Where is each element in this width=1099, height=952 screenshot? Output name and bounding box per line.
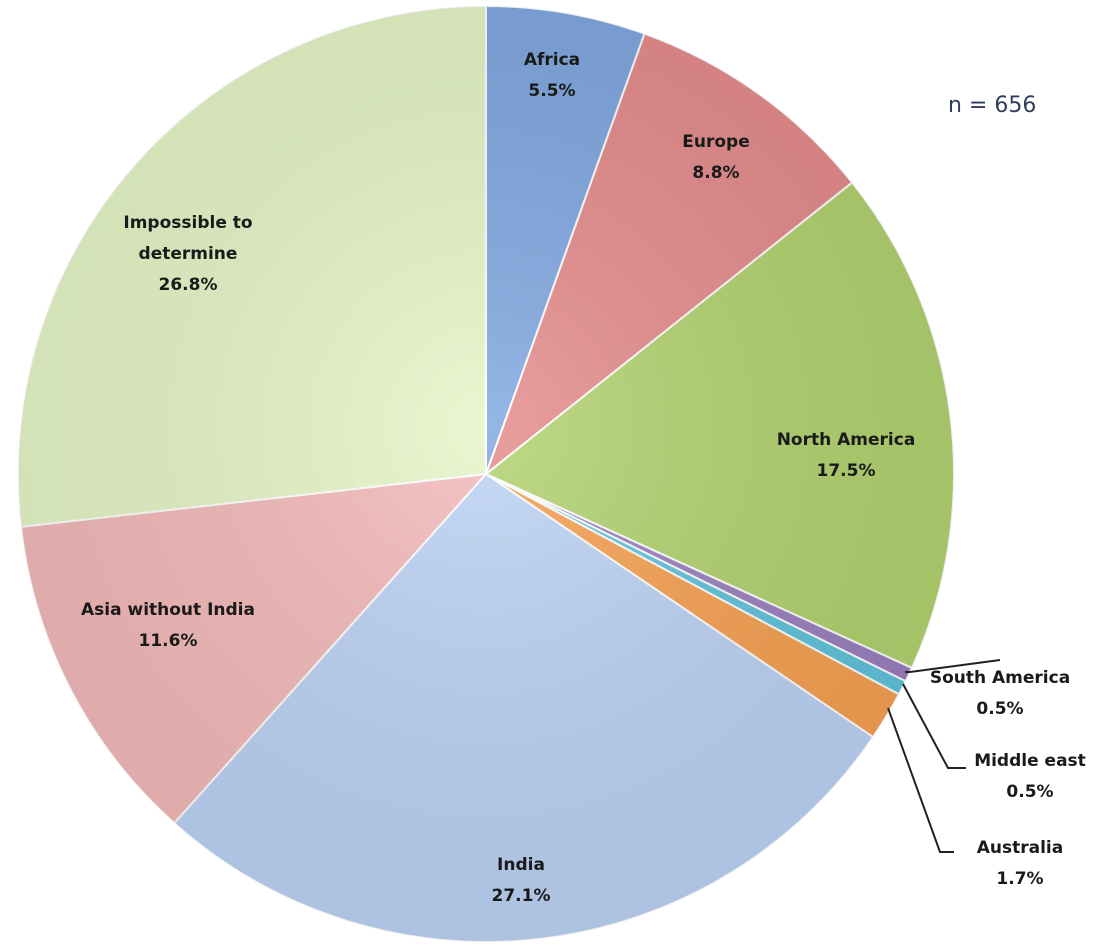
leader-lines xyxy=(887,659,1001,853)
pie-slice-impossible-to-determine xyxy=(17,4,487,528)
slice-label-impossible-to-determine: Impossible to determine 26.8% xyxy=(123,213,252,295)
slice-label-africa: Africa 5.5% xyxy=(524,50,580,101)
leader-line-australia xyxy=(887,707,954,853)
slice-label-middle-east: Middle east 0.5% xyxy=(974,751,1086,802)
slice-label-australia: Australia 1.7% xyxy=(977,838,1064,889)
slice-labels: Africa 5.5% Europe 8.8% North America 17.5% So… xyxy=(81,50,1086,906)
slice-label-north-america: North America 17.5% xyxy=(777,430,916,481)
slice-label-asia-without-india: Asia without India 11.6% xyxy=(81,600,255,651)
pie-slices xyxy=(17,4,955,943)
slice-label-south-america: South America 0.5% xyxy=(930,668,1070,719)
leader-line-middle-east xyxy=(902,683,966,769)
slice-label-india: India 27.1% xyxy=(492,855,551,906)
slice-label-europe: Europe 8.8% xyxy=(682,132,749,183)
leader-line-south-america xyxy=(905,659,1001,673)
sample-size-annotation: n = 656 xyxy=(948,93,1036,118)
